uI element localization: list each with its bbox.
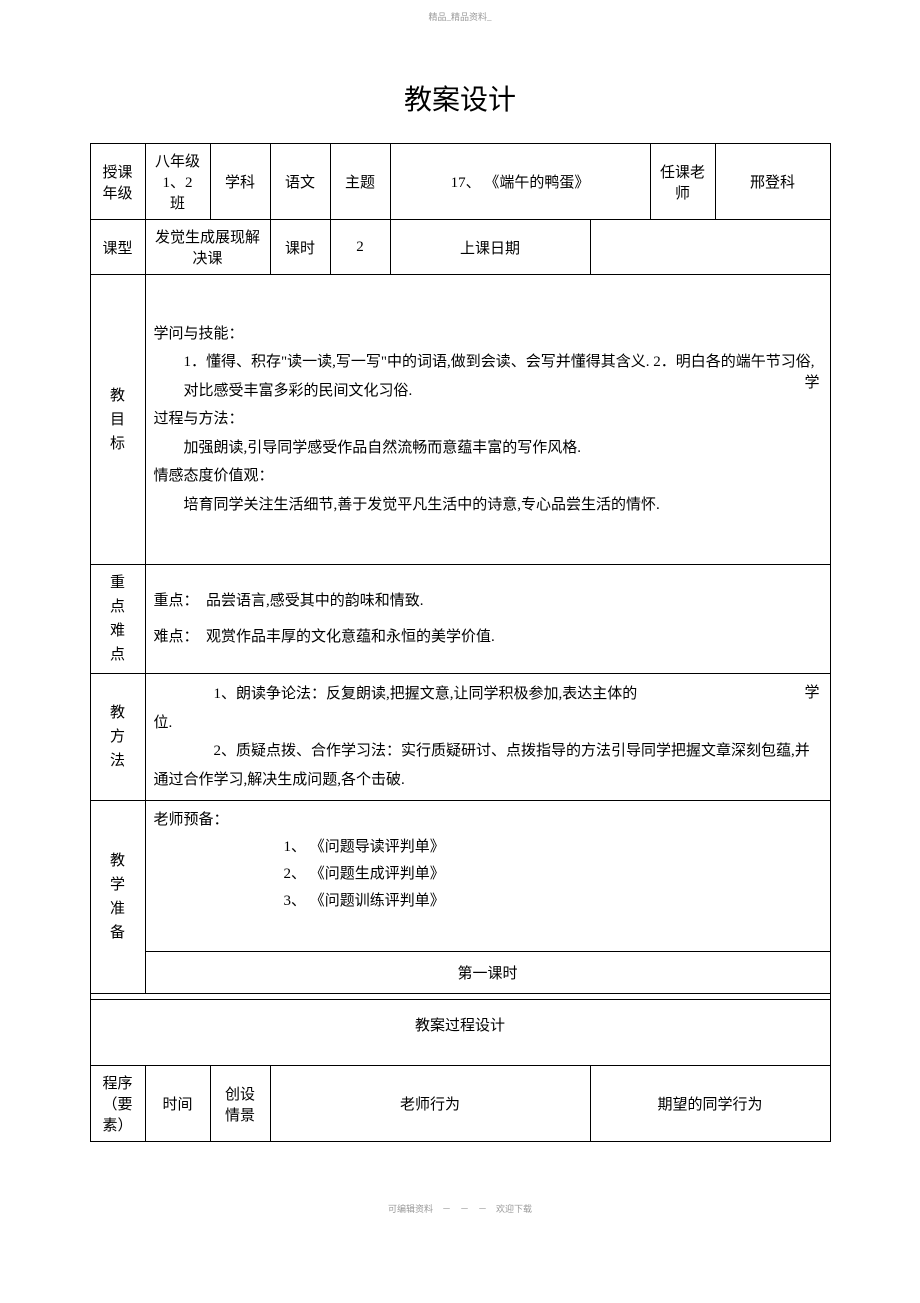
attitude-heading: 情感态度价值观：	[154, 462, 822, 491]
objectives-label: 教 目 标	[90, 275, 145, 565]
method-item: 2、质疑点拨、合作学习法：实行质疑研讨、点拨指导的方法引导同学把握文章深刻包蕴,…	[154, 743, 810, 788]
label-char: 法	[99, 749, 137, 773]
label-char: 教	[99, 384, 137, 408]
objectives-content: 学 学问与技能： 1．懂得、积存"读一读,写一写"中的词语,做到会读、会写并懂得…	[145, 275, 830, 565]
type-label: 课型	[90, 220, 145, 275]
label-char: 教	[99, 849, 137, 873]
table-row: 第一课时	[90, 952, 830, 994]
keypoint-label: 重点：	[154, 593, 199, 609]
label-char: 标	[99, 432, 137, 456]
knowledge-heading: 学问与技能：	[154, 320, 822, 349]
table-row: 程序 （要素） 时间 创设情景 老师行为 期望的同学行为	[90, 1066, 830, 1142]
label-char: 备	[99, 921, 137, 945]
date-label: 上课日期	[390, 220, 590, 275]
label-char: 学	[99, 873, 137, 897]
subject-label: 学科	[210, 144, 270, 220]
grade-label: 授课年级	[90, 144, 145, 220]
table-row: 课型 发觉生成展现解决课 课时 2 上课日期	[90, 220, 830, 275]
label-char: 点	[99, 595, 137, 619]
prep-item: 1、 《问题导读评判单》	[284, 834, 822, 861]
table-row: 教 目 标 学 学问与技能： 1．懂得、积存"读一读,写一写"中的词语,做到会读…	[90, 275, 830, 565]
prep-content: 老师预备： 1、 《问题导读评判单》 2、 《问题生成评判单》 3、 《问题训练…	[145, 801, 830, 952]
methods-label: 教 方 法	[90, 674, 145, 801]
prep-heading: 老师预备：	[154, 807, 822, 834]
label-char: 难	[99, 619, 137, 643]
table-row: 重 点 难 点 重点： 品尝语言,感受其中的韵味和情致. 难点： 观赏作品丰厚的…	[90, 565, 830, 674]
col-program: 程序 （要素）	[90, 1066, 145, 1142]
method-item-prefix	[154, 743, 214, 759]
date-value	[590, 220, 830, 275]
label-char: 重	[99, 571, 137, 595]
grade-value: 八年级 1、2 班	[145, 144, 210, 220]
col-time: 时间	[145, 1066, 210, 1142]
label-char: 目	[99, 408, 137, 432]
col-label: 程序	[99, 1072, 137, 1093]
methods-content: 学 1、朗读争论法：反复朗读,把握文意,让同学积极参加,表达主体的 位. 2、质…	[145, 674, 830, 801]
table-row: 授课年级 八年级 1、2 班 学科 语文 主题 17、 《端午的鸭蛋》 任课老师…	[90, 144, 830, 220]
attitude-item: 培育同学关注生活细节,善于发觉平凡生活中的诗意,专心品尝生活的情怀.	[154, 491, 822, 520]
float-char: 学	[804, 679, 819, 708]
difficulty-label: 难点：	[154, 629, 199, 645]
process-item: 加强朗读,引导同学感受作品自然流畅而意蕴丰富的写作风格.	[154, 434, 822, 463]
period-value: 2	[330, 220, 390, 275]
keypoints-label: 重 点 难 点	[90, 565, 145, 674]
method-item-tail: 位.	[154, 709, 822, 738]
keypoints-content: 重点： 品尝语言,感受其中的韵味和情致. 难点： 观赏作品丰厚的文化意蕴和永恒的…	[145, 565, 830, 674]
topic-label: 主题	[330, 144, 390, 220]
type-value: 发觉生成展现解决课	[145, 220, 270, 275]
prep-item: 2、 《问题生成评判单》	[284, 861, 822, 888]
knowledge-item: 1．懂得、积存"读一读,写一写"中的词语,做到会读、会写并懂得其含义.	[184, 354, 650, 370]
process-design-text: 教案过程设计	[415, 1018, 505, 1034]
label-char: 准	[99, 897, 137, 921]
lesson-1-title: 第一课时	[145, 952, 830, 994]
col-student: 期望的同学行为	[590, 1066, 830, 1142]
method-item: 1、朗读争论法：反复朗读,把握文意,让同学积极参加,表达主体的	[154, 686, 638, 702]
page-title: 教案设计	[0, 63, 920, 143]
subject-value: 语文	[270, 144, 330, 220]
prep-label: 教 学 准 备	[90, 801, 145, 994]
footer-watermark: 可编辑资料 － － － 欢迎下载	[0, 1142, 920, 1235]
table-row: 教 方 法 学 1、朗读争论法：反复朗读,把握文意,让同学积极参加,表达主体的 …	[90, 674, 830, 801]
process-design-title: 教案过程设计	[90, 1000, 830, 1066]
prep-item: 3、 《问题训练评判单》	[284, 888, 822, 915]
header-watermark: 精品_精品资料_	[0, 0, 920, 63]
lesson-plan-table: 授课年级 八年级 1、2 班 学科 语文 主题 17、 《端午的鸭蛋》 任课老师…	[90, 143, 831, 1142]
period-label: 课时	[270, 220, 330, 275]
process-heading: 过程与方法：	[154, 405, 822, 434]
teacher-value: 邢登科	[715, 144, 830, 220]
table-row: 教 学 准 备 老师预备： 1、 《问题导读评判单》 2、 《问题生成评判单》 …	[90, 801, 830, 952]
col-teacher: 老师行为	[270, 1066, 590, 1142]
col-label: （要素）	[99, 1093, 137, 1135]
keypoint-text: 品尝语言,感受其中的韵味和情致.	[206, 593, 424, 609]
float-char: 学	[804, 370, 819, 397]
teacher-label: 任课老师	[650, 144, 715, 220]
label-char: 方	[99, 725, 137, 749]
table-row: 教案过程设计	[90, 1000, 830, 1066]
label-char: 教	[99, 701, 137, 725]
topic-value: 17、 《端午的鸭蛋》	[390, 144, 650, 220]
label-char: 点	[99, 643, 137, 667]
col-scene: 创设情景	[210, 1066, 270, 1142]
difficulty-text: 观赏作品丰厚的文化意蕴和永恒的美学价值.	[206, 629, 495, 645]
